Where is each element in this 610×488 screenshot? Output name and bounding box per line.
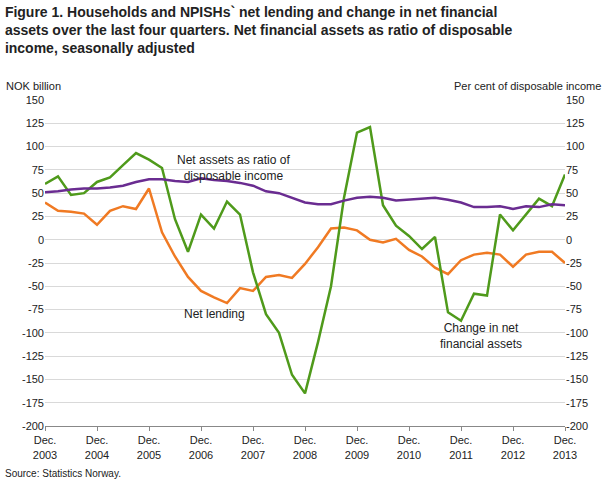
svg-text:50: 50 xyxy=(566,187,578,199)
svg-text:-125: -125 xyxy=(566,350,588,362)
svg-text:100: 100 xyxy=(566,140,584,152)
svg-text:NOK billion: NOK billion xyxy=(6,80,61,92)
svg-text:50: 50 xyxy=(32,187,44,199)
svg-text:Figure 1. Households and NPISH: Figure 1. Households and NPISHs` net len… xyxy=(5,4,513,56)
svg-text:Dec.2011: Dec.2011 xyxy=(449,434,473,460)
svg-text:-150: -150 xyxy=(22,373,44,385)
svg-text:0: 0 xyxy=(38,234,44,246)
svg-text:-75: -75 xyxy=(28,303,44,315)
svg-text:125: 125 xyxy=(26,117,44,129)
svg-text:-100: -100 xyxy=(566,327,588,339)
svg-text:-200: -200 xyxy=(566,420,588,432)
svg-text:Net lending: Net lending xyxy=(184,307,245,321)
svg-text:Dec.2003: Dec.2003 xyxy=(33,434,57,460)
svg-text:Dec.2005: Dec.2005 xyxy=(137,434,161,460)
svg-text:-25: -25 xyxy=(28,257,44,269)
svg-text:Dec.2009: Dec.2009 xyxy=(345,434,369,460)
svg-text:100: 100 xyxy=(26,140,44,152)
svg-text:-150: -150 xyxy=(566,373,588,385)
svg-text:25: 25 xyxy=(566,210,578,222)
svg-text:Net assets as ratio ofdisposab: Net assets as ratio ofdisposable income xyxy=(177,153,290,183)
svg-text:Per cent of disposable income: Per cent of disposable income xyxy=(454,80,601,92)
svg-text:75: 75 xyxy=(32,164,44,176)
svg-text:0: 0 xyxy=(566,234,572,246)
svg-text:75: 75 xyxy=(566,164,578,176)
svg-text:Dec.2012: Dec.2012 xyxy=(501,434,525,460)
svg-text:125: 125 xyxy=(566,117,584,129)
svg-text:-175: -175 xyxy=(566,397,588,409)
svg-text:Dec.2004: Dec.2004 xyxy=(85,434,109,460)
svg-text:Change in netfinancial assets: Change in netfinancial assets xyxy=(440,321,522,351)
svg-text:-50: -50 xyxy=(566,280,582,292)
svg-text:Dec.2007: Dec.2007 xyxy=(241,434,265,460)
svg-text:Dec.2006: Dec.2006 xyxy=(189,434,213,460)
svg-text:-200: -200 xyxy=(22,420,44,432)
svg-text:25: 25 xyxy=(32,210,44,222)
svg-text:150: 150 xyxy=(566,94,584,106)
svg-text:Source: Statistics Norway.: Source: Statistics Norway. xyxy=(5,468,121,479)
svg-text:-75: -75 xyxy=(566,303,582,315)
svg-text:-50: -50 xyxy=(28,280,44,292)
svg-text:-100: -100 xyxy=(22,327,44,339)
svg-text:-125: -125 xyxy=(22,350,44,362)
svg-text:150: 150 xyxy=(26,94,44,106)
svg-text:Dec.2008: Dec.2008 xyxy=(293,434,317,460)
svg-text:-175: -175 xyxy=(22,397,44,409)
svg-text:Dec.2010: Dec.2010 xyxy=(397,434,421,460)
svg-text:Dec.2013: Dec.2013 xyxy=(553,434,577,460)
svg-text:-25: -25 xyxy=(566,257,582,269)
